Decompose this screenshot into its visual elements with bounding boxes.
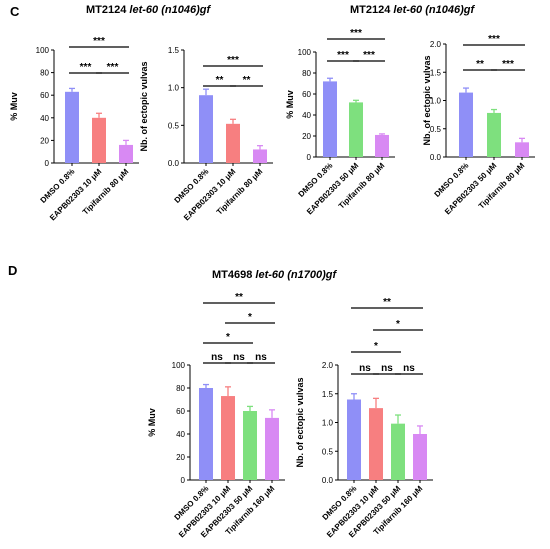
y-tick-label: 0 <box>45 159 50 168</box>
title-allele: let-60 (n1700)gf <box>255 269 337 281</box>
y-tick-label: 0.5 <box>322 447 334 456</box>
significance-label: *** <box>337 50 349 61</box>
title-strain: MT2124 <box>350 4 391 16</box>
y-tick-label: 0.0 <box>322 476 334 485</box>
significance-label: ** <box>476 59 484 70</box>
bar <box>221 396 235 480</box>
title-allele: let-60 (n1046)gf <box>129 4 211 16</box>
bar <box>226 123 240 163</box>
y-tick-label: 0 <box>181 476 186 485</box>
y-tick-label: 2.0 <box>322 361 334 370</box>
significance-label: ** <box>216 75 224 86</box>
significance-label: *** <box>80 62 92 73</box>
y-tick-label: 40 <box>302 111 311 120</box>
significance-label: ns <box>403 363 415 374</box>
significance-label: * <box>396 319 400 330</box>
bar <box>253 149 267 163</box>
y-tick-label: 1.0 <box>168 84 180 93</box>
y-tick-label: 1.5 <box>322 390 334 399</box>
y-tick-label: 60 <box>302 90 311 99</box>
significance-label: ** <box>243 75 251 86</box>
y-tick-label: 1.5 <box>168 46 180 55</box>
significance-label: *** <box>350 28 362 39</box>
y-axis-label: % Muv <box>9 92 19 121</box>
y-tick-label: 20 <box>302 132 311 141</box>
significance-label: ns <box>233 352 245 363</box>
significance-label: ** <box>383 297 391 308</box>
y-tick-label: 1.0 <box>322 419 334 428</box>
y-axis-label: Nb. of ectopic vulvas <box>422 55 432 145</box>
bar <box>119 144 133 163</box>
significance-label: *** <box>107 62 119 73</box>
significance-label: ns <box>359 363 371 374</box>
y-tick-label: 2.0 <box>430 40 442 49</box>
title-allele: let-60 (n1046)gf <box>393 4 475 16</box>
significance-label: ns <box>381 363 393 374</box>
significance-label: *** <box>488 34 500 45</box>
y-tick-label: 20 <box>40 136 49 145</box>
y-tick-label: 40 <box>40 114 49 123</box>
bar <box>369 408 383 480</box>
y-tick-label: 0.0 <box>168 159 180 168</box>
panel-title: MT4698 let-60 (n1700)gf <box>212 269 336 281</box>
panel-letter-d: D <box>8 263 18 278</box>
bar <box>265 417 279 480</box>
significance-label: *** <box>227 55 239 66</box>
y-tick-label: 80 <box>40 69 49 78</box>
bar <box>391 423 405 480</box>
y-axis-label: Nb. of ectopic vulvas <box>139 61 149 151</box>
y-tick-label: 1.5 <box>430 68 442 77</box>
bar <box>199 388 213 480</box>
significance-label: * <box>248 312 252 323</box>
significance-label: *** <box>363 50 375 61</box>
title-strain: MT4698 <box>212 269 253 281</box>
y-tick-label: 100 <box>298 48 312 57</box>
bar <box>243 411 257 480</box>
y-tick-label: 0.0 <box>430 153 442 162</box>
y-tick-label: 80 <box>302 69 311 78</box>
bar <box>375 134 389 157</box>
y-axis-label: % Muv <box>285 90 295 119</box>
bar <box>92 117 106 163</box>
y-tick-label: 0 <box>307 153 312 162</box>
significance-label: * <box>374 341 378 352</box>
bar <box>347 399 361 480</box>
panel-title: MT2124 let-60 (n1046)gf <box>86 4 210 16</box>
panel-title: MT2124 let-60 (n1046)gf <box>350 4 474 16</box>
significance-label: * <box>226 332 230 343</box>
significance-label: ns <box>255 352 267 363</box>
bar <box>515 142 529 157</box>
y-tick-label: 100 <box>172 361 186 370</box>
title-strain: MT2124 <box>86 4 127 16</box>
bar <box>487 112 501 157</box>
bar <box>199 95 213 163</box>
y-tick-label: 60 <box>176 407 185 416</box>
y-tick-label: 40 <box>176 430 185 439</box>
y-tick-label: 20 <box>176 453 185 462</box>
y-tick-label: 1.0 <box>430 97 442 106</box>
y-axis-label: % Muv <box>147 408 157 437</box>
y-tick-label: 0.5 <box>168 121 180 130</box>
bar <box>349 102 363 157</box>
bar <box>413 434 427 480</box>
significance-label: ** <box>235 292 243 303</box>
y-tick-label: 80 <box>176 384 185 393</box>
bar <box>65 91 79 163</box>
significance-label: ns <box>211 352 223 363</box>
bar <box>323 81 337 157</box>
panel-letter-c: C <box>10 4 20 19</box>
significance-label: *** <box>93 36 105 47</box>
y-axis-label: Nb. of ectopic vulvas <box>295 377 305 467</box>
bar <box>459 92 473 157</box>
y-tick-label: 60 <box>40 91 49 100</box>
y-tick-label: 100 <box>36 46 50 55</box>
y-tick-label: 0.5 <box>430 125 442 134</box>
significance-label: *** <box>502 59 514 70</box>
